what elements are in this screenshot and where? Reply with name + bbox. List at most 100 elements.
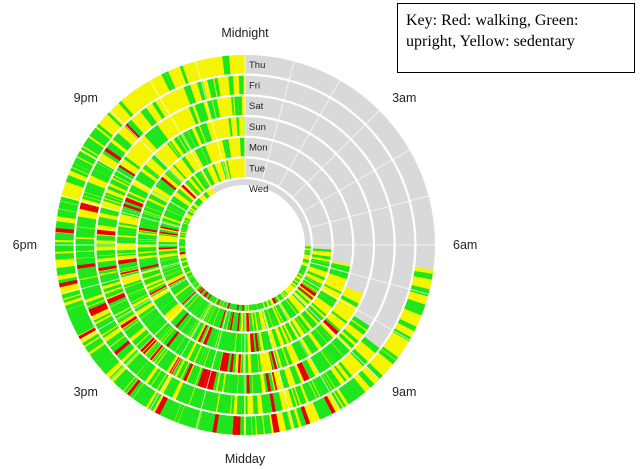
ring-sat bbox=[96, 96, 394, 394]
activity-strip bbox=[123, 279, 142, 288]
activity-strip bbox=[265, 393, 273, 413]
activity-strip bbox=[55, 221, 75, 230]
activity-strip bbox=[237, 354, 241, 373]
activity-strip bbox=[188, 106, 199, 125]
activity-strip bbox=[146, 342, 162, 359]
hour-spoke bbox=[262, 310, 296, 433]
activity-strip bbox=[207, 306, 217, 324]
activity-strip bbox=[176, 360, 189, 379]
activity-strip bbox=[222, 139, 228, 159]
activity-strip bbox=[106, 331, 123, 344]
activity-strip bbox=[112, 175, 130, 186]
activity-strip bbox=[312, 254, 331, 259]
activity-strip bbox=[312, 328, 328, 346]
activity-strip bbox=[106, 331, 125, 347]
activity-strip bbox=[314, 352, 329, 371]
activity-strip bbox=[228, 76, 235, 95]
activity-strip bbox=[191, 409, 202, 429]
activity-strip bbox=[84, 337, 104, 353]
activity-strip bbox=[189, 387, 201, 407]
activity-strip bbox=[128, 290, 147, 301]
activity-strip bbox=[132, 329, 148, 344]
activity-strip bbox=[90, 171, 110, 183]
activity-strip bbox=[105, 192, 124, 201]
activity-strip bbox=[222, 55, 231, 75]
activity-strip bbox=[260, 331, 268, 351]
activity-strip bbox=[91, 345, 111, 363]
activity-strip bbox=[145, 341, 159, 357]
activity-strip bbox=[203, 369, 212, 389]
activity-strip bbox=[165, 378, 178, 397]
activity-strip bbox=[257, 353, 262, 373]
activity-strip bbox=[280, 301, 294, 319]
activity-strip bbox=[164, 209, 184, 220]
activity-strip bbox=[294, 289, 310, 304]
activity-strip bbox=[212, 164, 221, 183]
activity-strip bbox=[161, 218, 181, 227]
hour-label-midday: Midday bbox=[225, 452, 266, 466]
activity-strip bbox=[170, 309, 186, 326]
hour-label-3am: 3am bbox=[392, 91, 416, 105]
hour-spoke bbox=[147, 303, 212, 414]
activity-strip bbox=[295, 385, 307, 405]
activity-strip bbox=[153, 291, 172, 305]
activity-strip bbox=[226, 311, 232, 330]
activity-strip bbox=[223, 373, 231, 393]
activity-strip bbox=[126, 379, 141, 396]
activity-strip bbox=[188, 343, 202, 363]
activity-strip bbox=[172, 164, 187, 180]
activity-strip bbox=[170, 333, 184, 351]
activity-strip bbox=[181, 291, 196, 305]
activity-strip bbox=[58, 279, 78, 288]
activity-strip bbox=[212, 413, 220, 433]
activity-strip bbox=[79, 276, 99, 287]
activity-strip bbox=[172, 358, 184, 376]
activity-strip bbox=[153, 124, 169, 143]
activity-strip bbox=[312, 400, 325, 420]
activity-strip bbox=[281, 325, 292, 343]
activity-strip bbox=[97, 160, 115, 172]
activity-strip bbox=[310, 330, 325, 348]
activity-strip bbox=[183, 317, 197, 335]
activity-strip bbox=[199, 303, 211, 320]
activity-strip bbox=[140, 107, 157, 127]
activity-strip bbox=[231, 312, 238, 331]
activity-strip bbox=[158, 250, 178, 255]
activity-strip bbox=[187, 364, 199, 384]
activity-strip bbox=[323, 395, 336, 414]
activity-strip bbox=[222, 310, 229, 329]
activity-strip bbox=[168, 201, 187, 213]
activity-strip bbox=[314, 377, 326, 396]
hour-spoke bbox=[310, 262, 433, 296]
activity-strip bbox=[138, 252, 157, 257]
activity-strip bbox=[99, 322, 118, 335]
activity-strip bbox=[236, 395, 242, 415]
activity-strip bbox=[159, 299, 176, 313]
hour-spoke bbox=[292, 292, 386, 386]
activity-strip bbox=[222, 394, 229, 414]
hour-spoke bbox=[57, 262, 180, 296]
hour-spoke bbox=[104, 292, 198, 386]
activity-strip bbox=[164, 269, 183, 278]
activity-strip bbox=[215, 414, 223, 434]
activity-strip bbox=[175, 136, 188, 153]
activity-strip bbox=[306, 308, 321, 323]
activity-strip bbox=[168, 168, 183, 184]
activity-strip bbox=[116, 371, 133, 389]
activity-strip bbox=[264, 373, 272, 392]
activity-strip bbox=[361, 336, 380, 353]
activity-strip bbox=[118, 258, 137, 265]
activity-strip bbox=[143, 274, 163, 283]
activity-strip bbox=[98, 218, 117, 225]
activity-strip bbox=[183, 84, 197, 105]
day-labels-layer: Thu Fri Sat Sun Mon Tue Wed bbox=[249, 60, 268, 195]
activity-strip bbox=[319, 290, 337, 304]
activity-strip bbox=[160, 351, 175, 370]
activity-strip bbox=[214, 77, 221, 97]
activity-strip bbox=[93, 162, 114, 178]
activity-strip bbox=[193, 322, 205, 341]
activity-strip bbox=[191, 321, 203, 340]
activity-strip bbox=[159, 229, 179, 235]
activity-strip bbox=[282, 411, 292, 431]
activity-strip bbox=[118, 372, 135, 391]
